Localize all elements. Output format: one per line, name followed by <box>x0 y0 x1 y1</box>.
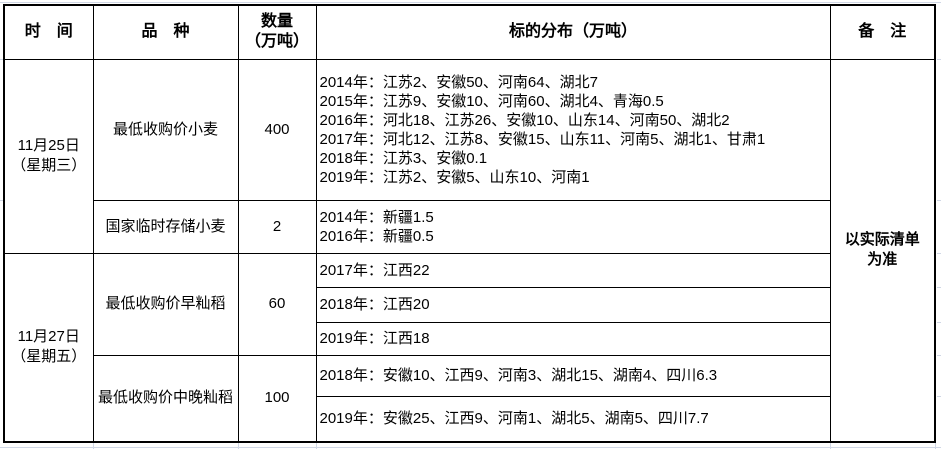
table-row: 2018年：江西20 <box>4 286 935 323</box>
date-cell-nov27: 11月27日 （星期五） <box>3 252 94 443</box>
table-row: 11月25日 （星期三） 最低收购价小麦 400 2014年：江苏2、安徽50、… <box>3 58 936 443</box>
date-line2: （星期五） <box>11 348 87 366</box>
variety-cell: 国家临时存储小麦 <box>92 199 239 254</box>
spreadsheet-gridline <box>0 447 941 448</box>
header-quantity-line1: 数量 <box>260 13 293 31</box>
distribution-cell: 2018年：江西20 <box>315 286 831 323</box>
spreadsheet-gridline <box>93 442 94 449</box>
distribution-line: 2014年：新疆1.5 <box>319 208 434 226</box>
header-cell-distribution: 标的分布（万吨） <box>315 4 831 60</box>
quantity-cell: 60 <box>237 252 317 356</box>
spreadsheet-gridline <box>937 396 941 397</box>
distribution-line: 2019年：江苏2、安徽5、山东10、河南1 <box>319 168 590 186</box>
header-cell-quantity: 数量 （万吨） <box>237 4 317 60</box>
variety-cell: 最低收购价中晚籼稻 <box>92 354 239 443</box>
distribution-cell: 2014年：江苏2、安徽50、河南64、湖北7 2015年：江苏9、安徽10、河… <box>315 58 831 201</box>
distribution-line: 2016年：河北18、江苏26、安徽10、山东14、河南50、湖北2 <box>319 111 730 129</box>
table-row: 11月27日 （星期五） 最低收购价早籼稻 60 2017年：江西22 <box>3 252 935 443</box>
spreadsheet-gridline <box>937 355 941 356</box>
distribution-line: 2017年：河北12、江苏8、安徽15、山东11、河南5、湖北1、甘肃1 <box>319 130 766 148</box>
distribution-cell: 2019年：安徽25、江西9、河南1、湖北5、湖南5、四川7.7 <box>315 395 831 443</box>
remark-line2: 为准 <box>867 251 898 269</box>
remark-line1: 以实际清单 <box>844 231 920 249</box>
spreadsheet-gridline <box>937 322 941 323</box>
quantity-cell: 2 <box>237 199 317 254</box>
spreadsheet-gridline <box>830 442 831 449</box>
remark-cell: 以实际清单 为准 <box>829 58 936 443</box>
spreadsheet-gridline <box>0 2 941 3</box>
distribution-cell: 2019年：江西18 <box>315 321 831 356</box>
variety-cell: 最低收购价小麦 <box>92 58 239 201</box>
table-row: 2019年：安徽25、江西9、河南1、湖北5、湖南5、四川7.7 <box>4 395 935 443</box>
distribution-line: 2016年：新疆0.5 <box>319 227 434 245</box>
distribution-cell: 2017年：江西22 <box>315 252 831 288</box>
quantity-cell: 100 <box>237 354 317 443</box>
header-cell-time: 时 间 <box>3 4 94 60</box>
distribution-cell: 2018年：安徽10、江西9、河南3、湖北15、湖南4、四川6.3 <box>315 354 831 397</box>
spreadsheet-gridline <box>937 200 941 201</box>
table-row: 2019年：江西18 <box>4 321 935 356</box>
auction-schedule-table: 时 间 品 种 数量 （万吨） 标的分布（万吨） 备 注 11月25日 （星期三… <box>3 4 936 443</box>
spreadsheet-gridline <box>0 59 3 60</box>
header-cell-remark: 备 注 <box>829 4 936 60</box>
spreadsheet-gridline <box>316 442 317 449</box>
date-cell-nov25: 11月25日 （星期三） <box>3 58 94 254</box>
quantity-cell: 400 <box>237 58 317 201</box>
variety-cell: 最低收购价早籼稻 <box>92 252 239 356</box>
spreadsheet-gridline <box>238 442 239 449</box>
header-cell-variety: 品 种 <box>92 4 239 60</box>
distribution-cell: 2014年：新疆1.5 2016年：新疆0.5 <box>315 199 831 254</box>
table-row: 国家临时存储小麦 2 2014年：新疆1.5 2016年：新疆0.5 <box>4 199 935 254</box>
spreadsheet-gridline <box>937 59 941 60</box>
distribution-line: 2018年：江苏3、安徽0.1 <box>319 149 488 167</box>
distribution-line: 2015年：江苏9、安徽10、河南60、湖北4、青海0.5 <box>319 92 664 110</box>
distribution-line: 2014年：江苏2、安徽50、河南64、湖北7 <box>319 73 598 91</box>
table-row: 最低收购价中晚籼稻 100 2018年：安徽10、江西9、河南3、湖北15、湖南… <box>4 354 935 443</box>
date-line1: 11月27日 <box>17 328 80 346</box>
header-quantity-line2: （万吨） <box>244 33 309 51</box>
table-header-row: 时 间 品 种 数量 （万吨） 标的分布（万吨） 备 注 <box>3 4 936 60</box>
spreadsheet-gridline <box>937 287 941 288</box>
spreadsheet-gridline <box>935 442 936 449</box>
date-line2: （星期三） <box>11 157 87 174</box>
spreadsheet-gridline <box>937 253 941 254</box>
date-line1: 11月25日 <box>17 137 80 154</box>
spreadsheet-gridline <box>0 200 3 201</box>
